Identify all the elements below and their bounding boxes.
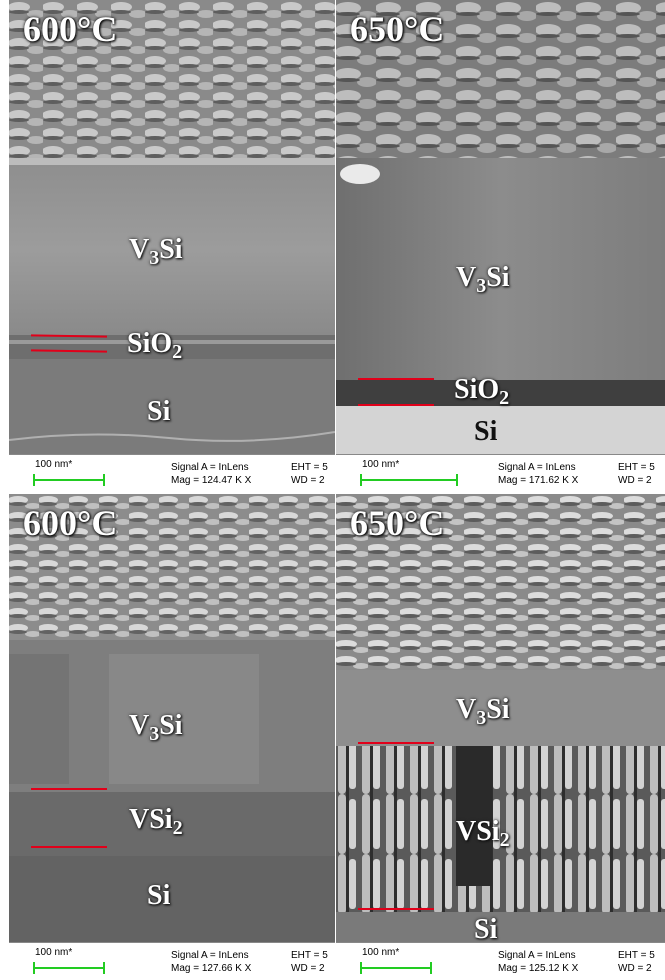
layer-label-si: Si	[147, 396, 171, 427]
sem-micrograph	[336, 494, 665, 942]
temperature-label: 650°C	[350, 9, 445, 49]
signal-info: Signal A = InLens Mag = 125.12 K X	[498, 950, 579, 974]
sem-micrograph	[9, 0, 335, 454]
layer-label-v3si: V3Si	[456, 262, 510, 297]
layer-label-vsi2: VSi2	[129, 804, 183, 839]
scale-bar	[33, 474, 105, 486]
scale-bar	[33, 962, 105, 974]
scale-bar	[360, 962, 432, 974]
temperature-label: 600°C	[23, 9, 118, 49]
temperature-label: 650°C	[350, 503, 445, 543]
layer-label-si: Si	[147, 880, 171, 911]
scale-bar-label: 100 nm*	[362, 947, 400, 958]
layer-label-sio2: SiO2	[454, 374, 510, 409]
sem-info-bar: 100 nm* Signal A = InLens Mag = 171.62 K …	[336, 454, 665, 493]
sem-panel-bottom-left: 600°C V3Si VSi2 Si	[9, 494, 335, 942]
scale-bar-label: 100 nm*	[35, 459, 73, 470]
eht-info: EHT = 5 WD = 2	[291, 950, 328, 974]
layer-label-si: Si	[474, 416, 498, 447]
scale-bar-label: 100 nm*	[35, 947, 73, 958]
signal-info: Signal A = InLens Mag = 127.66 K X	[171, 950, 252, 974]
sem-panel-bottom-right: 650°C V3Si VSi2 Si	[336, 494, 665, 942]
interface-line	[31, 788, 107, 790]
sem-info-bar: 100 nm* Signal A = InLens Mag = 124.47 K …	[9, 454, 335, 493]
sem-panel-top-right: 650°C V3Si SiO2 Si	[336, 0, 665, 454]
eht-info: EHT = 5 WD = 2	[618, 950, 655, 974]
layer-label-v3si: V3Si	[456, 694, 510, 729]
eht-info: EHT = 5 WD = 2	[618, 462, 655, 486]
sem-micrograph	[336, 0, 665, 454]
layer-label-v3si: V3Si	[129, 710, 183, 745]
temperature-label: 600°C	[23, 503, 118, 543]
interface-line	[358, 742, 434, 744]
eht-info: EHT = 5 WD = 2	[291, 462, 328, 486]
interface-line	[358, 404, 434, 406]
sem-micrograph	[9, 494, 335, 942]
sem-panel-top-left: 600°C V3Si SiO2 Si	[9, 0, 335, 454]
sem-info-bar: 100 nm* Signal A = InLens Mag = 127.66 K …	[9, 942, 335, 980]
layer-label-si: Si	[474, 914, 498, 942]
layer-label-sio2: SiO2	[127, 328, 183, 363]
scale-bar-label: 100 nm*	[362, 459, 400, 470]
layer-label-vsi2: VSi2	[456, 816, 510, 851]
interface-line	[358, 908, 434, 910]
signal-info: Signal A = InLens Mag = 171.62 K X	[498, 462, 579, 486]
scale-bar	[360, 474, 458, 486]
sem-info-bar: 100 nm* Signal A = InLens Mag = 125.12 K …	[336, 942, 665, 980]
signal-info: Signal A = InLens Mag = 124.47 K X	[171, 462, 252, 486]
interface-line	[358, 378, 434, 380]
layer-label-v3si: V3Si	[129, 234, 183, 269]
interface-line	[31, 846, 107, 848]
